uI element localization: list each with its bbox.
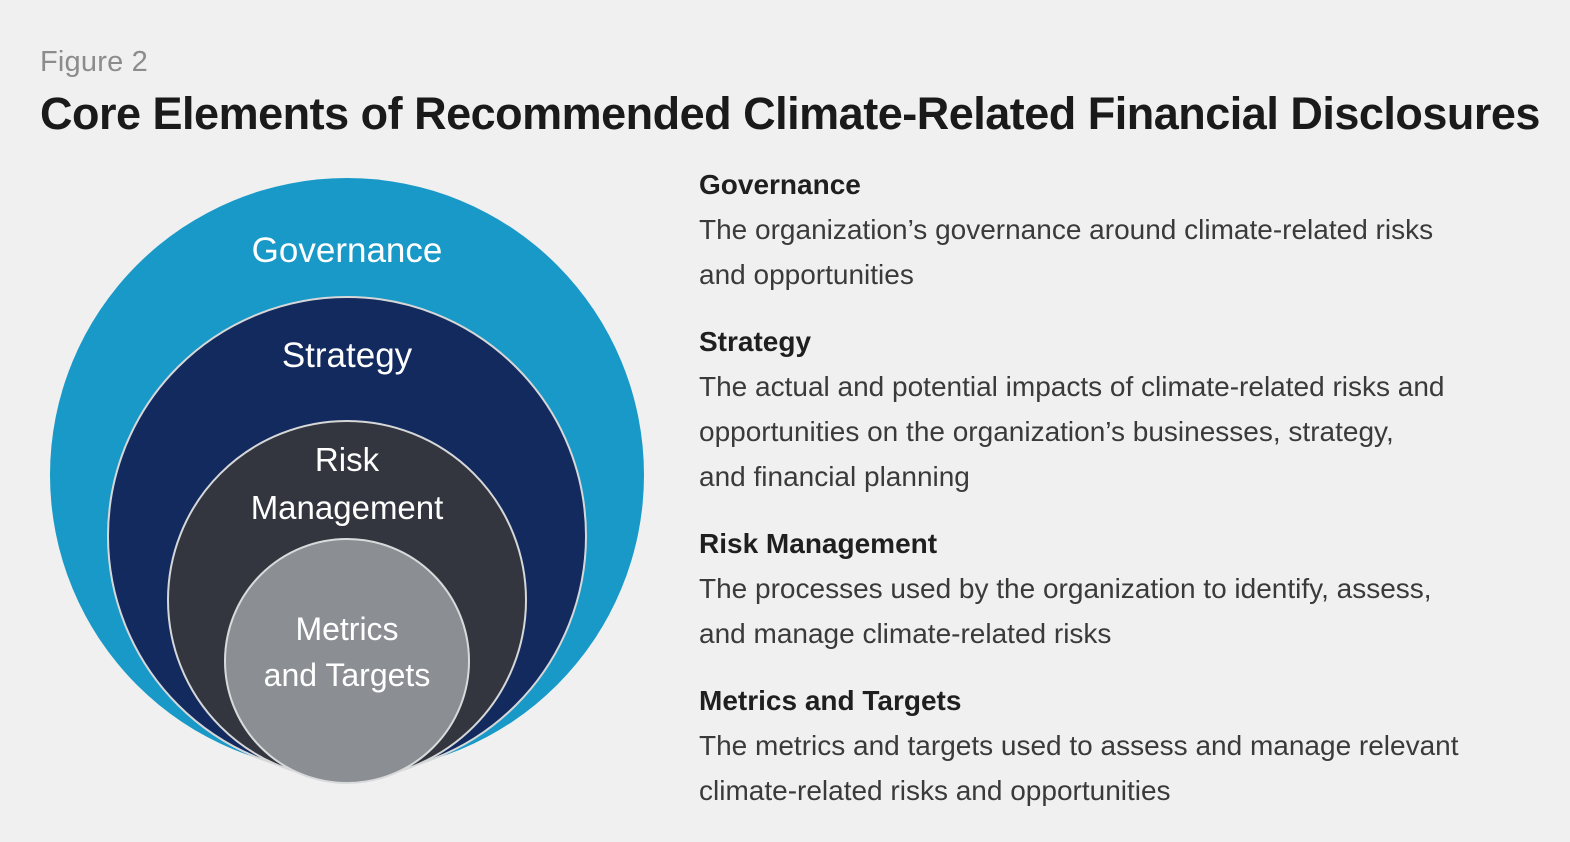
risk-management-circle-label: Risk Management bbox=[251, 436, 444, 532]
metrics-and-targets-circle-label: Metrics and Targets bbox=[264, 606, 431, 698]
strategy-definition-line: opportunities on the organization’s busi… bbox=[699, 416, 1394, 447]
definitions-column: Governance The organization’s governance… bbox=[699, 162, 1549, 813]
risk-management-circle-label-line1: Risk bbox=[314, 441, 380, 478]
metrics-and-targets-definition-heading: Metrics and Targets bbox=[699, 685, 962, 716]
figure-number-label: Figure 2 bbox=[40, 46, 148, 78]
metrics-and-targets-definition-line: climate-related risks and opportunities bbox=[699, 775, 1171, 806]
risk-management-circle-label-line2: Management bbox=[250, 489, 444, 526]
governance-definition-line: The organization’s governance around cli… bbox=[699, 214, 1434, 245]
strategy-definition-line: The actual and potential impacts of clim… bbox=[699, 371, 1445, 402]
figure-title: Core Elements of Recommended Climate-Rel… bbox=[40, 88, 1540, 139]
metrics-and-targets-circle-label-line1: Metrics bbox=[295, 611, 399, 647]
metrics-and-targets-circle-label-line2: and Targets bbox=[263, 657, 431, 693]
strategy-definition-line: and financial planning bbox=[699, 461, 970, 492]
strategy-definition-block: Strategy The actual and potential impact… bbox=[699, 319, 1549, 499]
risk-management-definition-block: Risk Management The processes used by th… bbox=[699, 521, 1549, 656]
governance-circle-label: Governance bbox=[251, 231, 443, 270]
governance-definition-heading: Governance bbox=[699, 169, 861, 200]
nested-circles-diagram: Governance Strategy Risk Management Metr… bbox=[0, 0, 700, 842]
metrics-and-targets-definition-block: Metrics and Targets The metrics and targ… bbox=[699, 678, 1549, 813]
governance-definition-block: Governance The organization’s governance… bbox=[699, 162, 1549, 297]
metrics-and-targets-definition-line: The metrics and targets used to assess a… bbox=[699, 730, 1459, 761]
governance-definition-line: and opportunities bbox=[699, 259, 914, 290]
strategy-definition-heading: Strategy bbox=[699, 326, 812, 357]
strategy-circle-label: Strategy bbox=[281, 336, 413, 375]
risk-management-definition-line: and manage climate-related risks bbox=[699, 618, 1112, 649]
metrics-and-targets-circle bbox=[224, 538, 470, 784]
risk-management-definition-line: The processes used by the organization t… bbox=[699, 573, 1432, 604]
risk-management-definition-heading: Risk Management bbox=[699, 528, 938, 559]
